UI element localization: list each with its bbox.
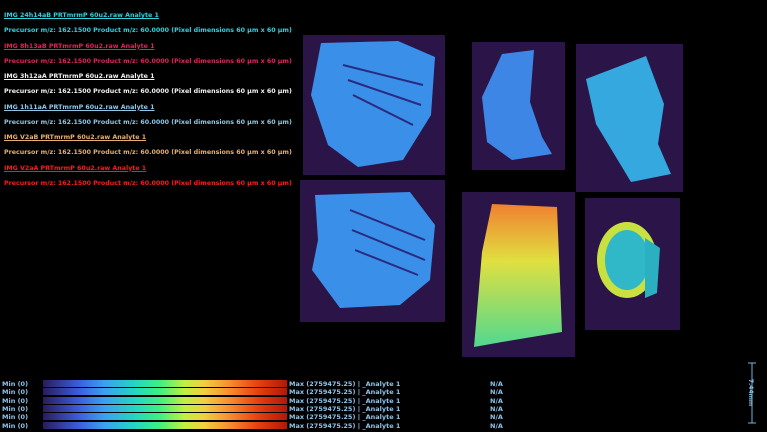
image-title-link[interactable]: IMG 3h12aA PRTmrmP 60u2.raw Analyte 1 [4, 73, 155, 80]
image-info: Precursor m/z: 162.1500 Product m/z: 60.… [4, 57, 292, 65]
ion-image-2[interactable] [472, 42, 565, 170]
legend-row: Min (0) Max (2759475.25) | _Analyte 1 N/A [0, 404, 767, 413]
image-title-link[interactable]: IMG V2aB PRTmrmP 60u2.raw Analyte 1 [4, 134, 147, 141]
legend-max: Max (2759475.25) | _Analyte 1 [289, 421, 401, 430]
image-title-link[interactable]: IMG 1h11aA PRTmrmP 60u2.raw Analyte 1 [4, 103, 155, 111]
image-info: Precursor m/z: 162.1500 Product m/z: 60.… [4, 118, 292, 126]
legend-row: Min (0) Max (2759475.25) | _Analyte 1 N/A [0, 388, 767, 396]
colorbar [43, 404, 287, 412]
image-title-link[interactable]: IMG V2aA PRTmrmP 60u2.raw Analyte 1 [4, 164, 147, 172]
image-title-link[interactable]: IMG 8h13aB PRTmrmP 60u2.raw Analyte 1 [4, 42, 155, 50]
image-info: Precursor m/z: 162.1500 Product m/z: 60.… [4, 179, 292, 187]
image-info: Precursor m/z: 162.1500 Product m/z: 60.… [4, 27, 292, 34]
colorbar [43, 396, 287, 404]
legend-status: N/A [490, 396, 503, 405]
legend-row: Min (0) Max (2759475.25) | _Analyte 1 N/A [0, 396, 767, 405]
tissue-section [474, 204, 562, 347]
colorbar [43, 380, 287, 387]
legend-status: N/A [490, 421, 503, 430]
legend-min: Min (0) [2, 388, 29, 397]
scale-bar-label: 7.44mm [747, 378, 755, 407]
tissue-section [312, 192, 435, 308]
image-info: Precursor m/z: 162.1500 Product m/z: 60.… [4, 149, 292, 156]
scale-bar: 7.44mm [747, 362, 757, 424]
legend-min: Min (0) [2, 421, 29, 430]
ion-image-6[interactable] [585, 198, 680, 330]
tissue-section [482, 50, 552, 160]
legend-max: Max (2759475.25) | _Analyte 1 [289, 413, 401, 422]
image-title-link[interactable]: IMG 24h14aB PRTmrmP 60u2.raw Analyte 1 [4, 12, 159, 19]
ion-image-3[interactable] [576, 44, 683, 192]
legend-max: Max (2759475.25) | _Analyte 1 [289, 388, 401, 397]
legend-min: Min (0) [2, 413, 29, 422]
legend-max: Max (2759475.25) | _Analyte 1 [289, 380, 401, 388]
legend-min: Min (0) [2, 396, 29, 405]
colorbar [43, 421, 287, 429]
tissue-section [586, 56, 671, 182]
legend-min: Min (0) [2, 380, 29, 388]
ion-image-1[interactable] [303, 35, 445, 175]
legend-status: N/A [490, 380, 503, 388]
ion-image-4[interactable] [300, 180, 445, 322]
tissue-section [597, 222, 660, 298]
colorbar [43, 413, 287, 421]
legend-status: N/A [490, 404, 503, 413]
tissue-section [311, 41, 435, 167]
legend-row: Min (0) Max (2759475.25) | _Analyte 1 N/A [0, 421, 767, 430]
legend-max: Max (2759475.25) | _Analyte 1 [289, 404, 401, 413]
legend-status: N/A [490, 388, 503, 397]
legend-row: Min (0) Max (2759475.25) | _Analyte 1 N/A [0, 413, 767, 421]
legend-status: N/A [490, 413, 503, 422]
legend-max: Max (2759475.25) | _Analyte 1 [289, 396, 401, 405]
colorbar [43, 388, 287, 396]
legend-min: Min (0) [2, 404, 29, 413]
image-info: Precursor m/z: 162.1500 Product m/z: 60.… [4, 88, 292, 95]
ion-image-5[interactable] [462, 192, 575, 357]
legend-row: Min (0) Max (2759475.25) | _Analyte 1 N/A [0, 380, 767, 388]
